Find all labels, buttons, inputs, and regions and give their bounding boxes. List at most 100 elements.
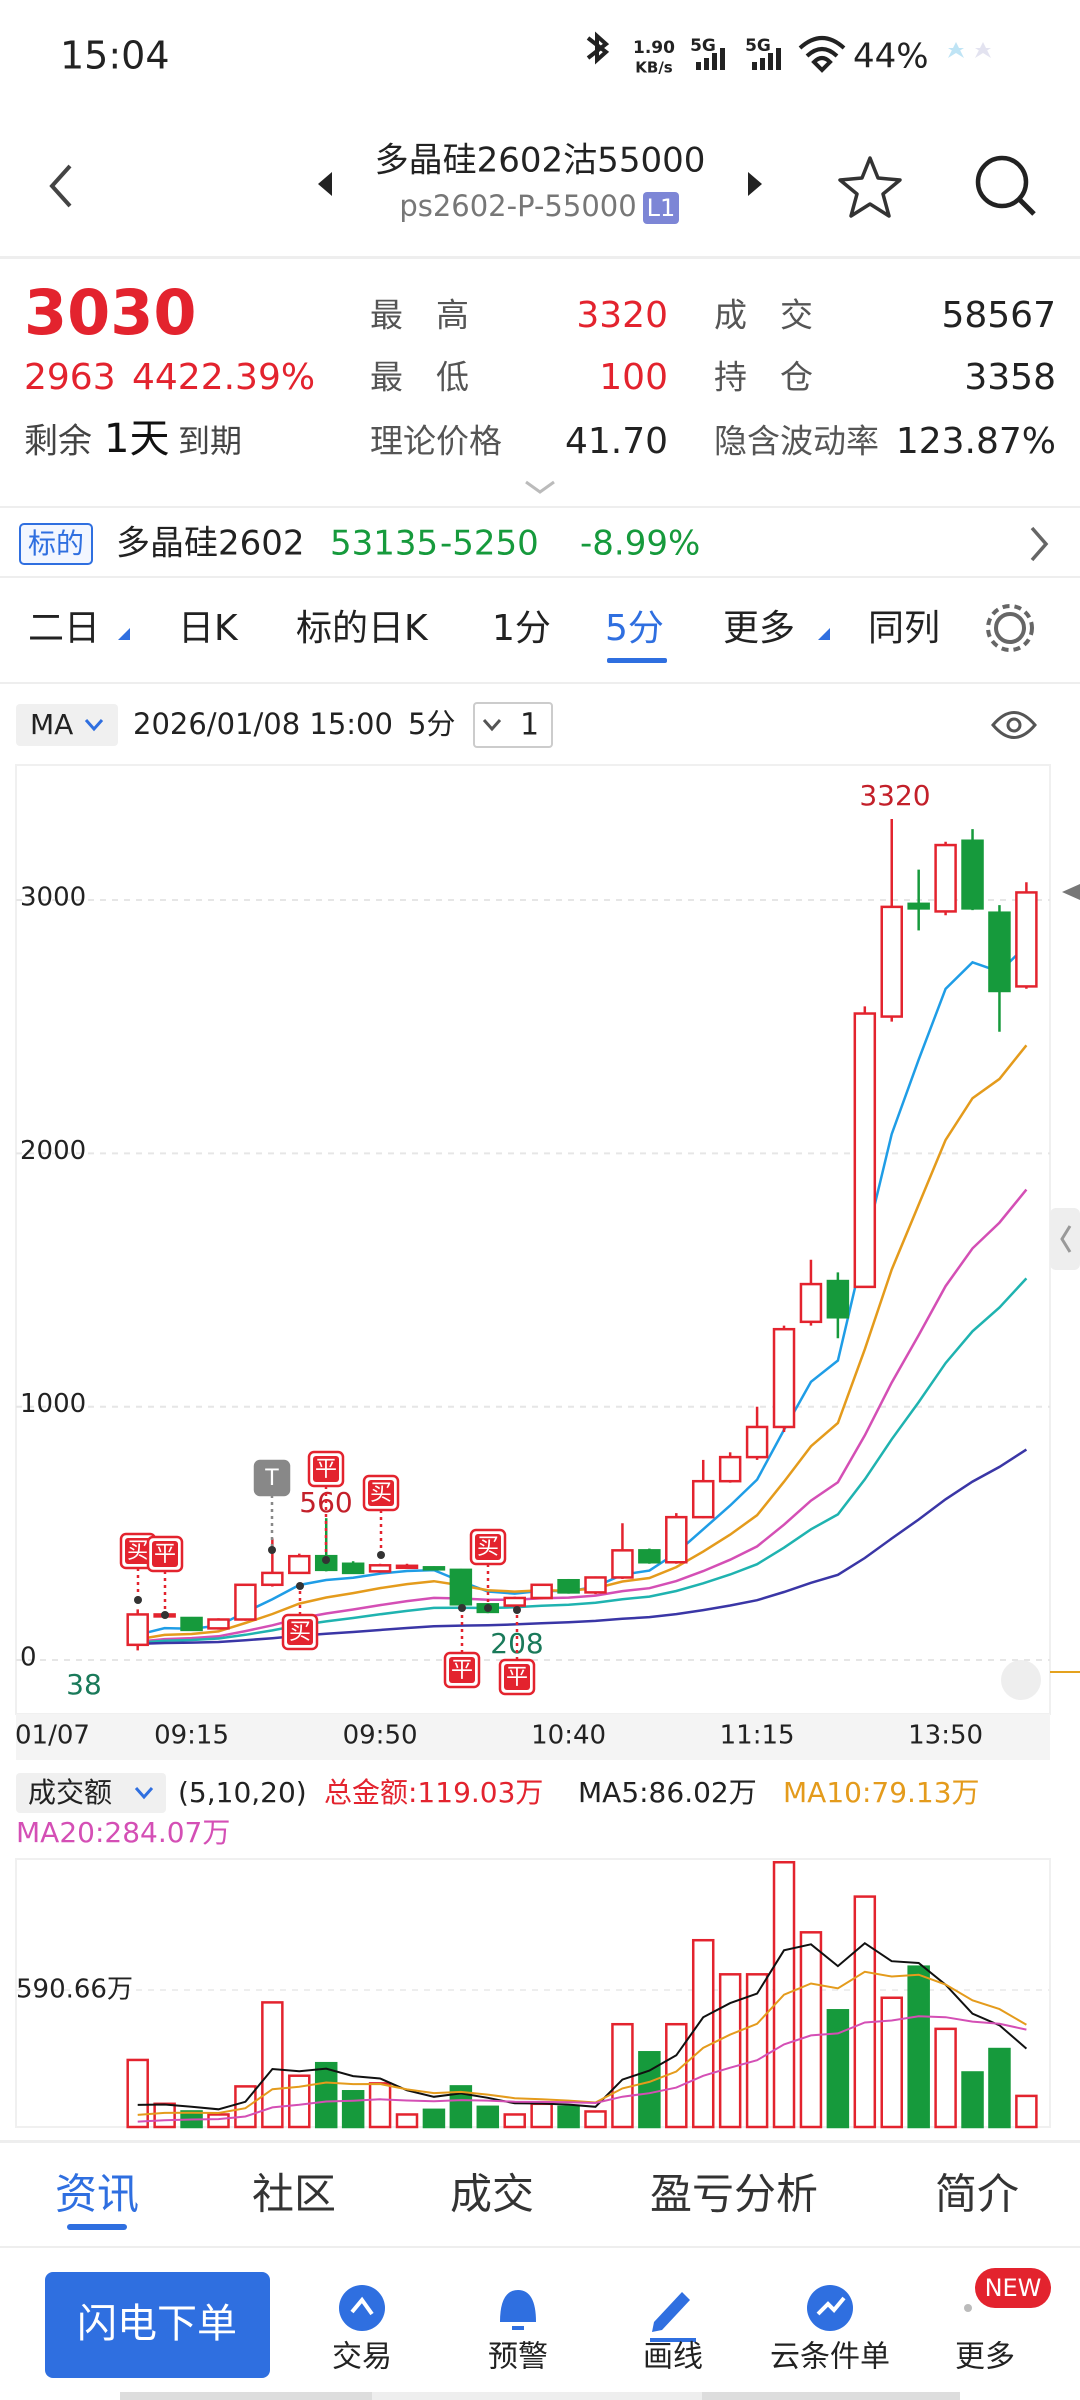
candle-body xyxy=(261,1571,284,1587)
marker-dot xyxy=(268,1546,276,1554)
bluetooth-icon xyxy=(586,31,610,65)
volume-bar xyxy=(126,2058,149,2129)
volume-select[interactable]: 成交额 xyxy=(28,1776,112,1809)
nav-item[interactable]: 画线 xyxy=(643,2340,703,2375)
info-tab[interactable]: 资讯 xyxy=(55,2170,139,2219)
underlying-name[interactable]: 多晶硅2602 xyxy=(116,524,305,564)
back-button[interactable] xyxy=(49,164,72,208)
trade-marker-fill xyxy=(313,1456,339,1482)
visibility-toggle[interactable] xyxy=(991,711,1037,739)
y-tick-label: 3000 xyxy=(20,883,86,913)
trade-marker-fill xyxy=(504,1664,530,1690)
volume-bar xyxy=(476,2105,500,2129)
prev-contract[interactable] xyxy=(318,172,332,196)
period-tab[interactable]: 标的日K xyxy=(296,608,429,649)
trade-icon[interactable] xyxy=(339,2285,385,2331)
period-tab[interactable]: 日K xyxy=(178,608,239,649)
dropdown-icon xyxy=(84,719,104,732)
trade-marker: 买 xyxy=(370,1481,392,1506)
signal-icon xyxy=(752,48,781,70)
nav-item[interactable]: 云条件单 xyxy=(770,2340,890,2375)
candle-body xyxy=(907,902,930,910)
status-time: 15:04 xyxy=(60,34,170,78)
price-change: 2963 xyxy=(24,357,116,398)
battery-level: 44% xyxy=(853,37,929,77)
candle-body xyxy=(799,1282,823,1324)
candle-body xyxy=(288,1554,311,1575)
trade-marker-fill xyxy=(368,1480,394,1506)
candle-body xyxy=(853,1012,877,1289)
volume-ma20: MA20:284.07万 xyxy=(16,1816,230,1849)
volume-bar xyxy=(207,2113,230,2129)
period-tab[interactable]: 1分 xyxy=(492,608,551,649)
quick-order-button[interactable] xyxy=(45,2272,270,2378)
marker-dot xyxy=(458,1604,466,1612)
trade-icon-glyph xyxy=(350,2296,374,2316)
info-tab[interactable]: 盈亏分析 xyxy=(650,2170,818,2219)
price-annotation: 3320 xyxy=(859,779,930,812)
divider xyxy=(0,2140,1080,2143)
candle-body xyxy=(826,1279,850,1319)
trade-marker: T xyxy=(264,1466,279,1491)
period-tab[interactable]: 5分 xyxy=(605,608,664,649)
marker-dot xyxy=(161,1611,169,1619)
info-tab[interactable]: 成交 xyxy=(450,2170,534,2219)
price-annotation: 38 xyxy=(66,1668,102,1701)
fullscreen-button[interactable] xyxy=(1001,1660,1041,1700)
level-badge: L1 xyxy=(647,194,676,222)
candle-body xyxy=(691,1479,715,1519)
next-contract[interactable] xyxy=(748,172,762,196)
nav-item[interactable]: 交易 xyxy=(332,2340,392,2375)
count-select-box[interactable] xyxy=(473,702,553,748)
count-select: 1 xyxy=(520,708,539,743)
cloud-order-glyph xyxy=(816,2296,846,2316)
search-button[interactable] xyxy=(975,155,1029,209)
gesture-bar xyxy=(702,2392,960,2400)
remaining-prefix: 剩余 xyxy=(24,422,92,462)
stat-value: 3358 xyxy=(964,357,1056,398)
trade-marker-fill xyxy=(125,1538,151,1564)
volume-ma10: MA10:79.13万 xyxy=(783,1776,980,1809)
nav-item[interactable]: 更多 xyxy=(955,2340,1015,2375)
info-tab[interactable]: 简介 xyxy=(935,2170,1019,2219)
period-tab[interactable]: 更多 xyxy=(723,608,795,649)
volume-bar xyxy=(584,2110,607,2129)
expand-button[interactable] xyxy=(525,480,555,494)
indicator-select[interactable]: MA xyxy=(30,708,73,741)
badge-bg xyxy=(643,192,679,224)
trade-marker-box xyxy=(253,1459,291,1497)
candle-body xyxy=(368,1564,392,1573)
favorite-button[interactable] xyxy=(838,156,902,218)
trade-marker: 买 xyxy=(127,1539,149,1564)
candle-body xyxy=(611,1549,634,1579)
candle-body xyxy=(880,905,903,1018)
x-axis-band xyxy=(16,1714,1050,1760)
volume-bar xyxy=(826,2009,850,2129)
battery-decoration xyxy=(948,42,964,58)
volume-ma-line xyxy=(137,1970,1027,2116)
period-tab[interactable]: 二日 xyxy=(28,608,100,649)
tab-underline xyxy=(67,2224,127,2230)
settings-button[interactable] xyxy=(994,612,1026,644)
nav-item[interactable]: 预警 xyxy=(488,2340,548,2375)
side-drawer-tab[interactable] xyxy=(1050,1208,1080,1270)
tab-menu-indicator xyxy=(818,628,830,640)
underlying-arrow[interactable] xyxy=(1030,526,1049,562)
more-dot[interactable] xyxy=(964,2304,972,2312)
marker-dot xyxy=(322,1556,330,1564)
price-change-pct: 4422.39% xyxy=(132,357,315,398)
volume-bar xyxy=(691,1938,715,2129)
remaining-days: 1天 xyxy=(104,416,169,462)
stat-value: 100 xyxy=(599,357,668,398)
underlying-change-pct: -8.99% xyxy=(580,524,700,564)
volume-bar xyxy=(1015,2094,1038,2129)
y-tick-label: 0 xyxy=(20,1643,37,1673)
period-tab[interactable]: 同列 xyxy=(868,608,940,649)
stat-label: 理论价格 xyxy=(370,422,502,461)
draw-icon[interactable] xyxy=(650,2292,696,2342)
info-tab[interactable]: 社区 xyxy=(252,2170,336,2219)
volume-bar xyxy=(880,1996,903,2129)
volume-bar xyxy=(341,2090,365,2129)
trade-marker-fill xyxy=(287,1619,313,1645)
alert-icon[interactable] xyxy=(500,2290,536,2330)
